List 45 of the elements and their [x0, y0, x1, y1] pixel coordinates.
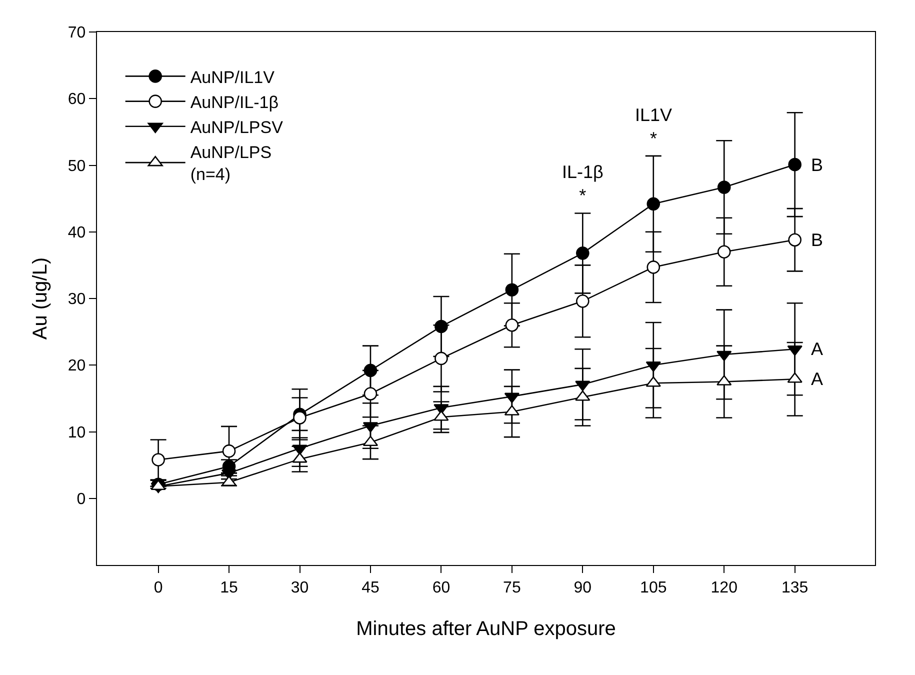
point	[717, 180, 731, 194]
point	[646, 197, 660, 211]
point	[152, 453, 165, 466]
x-tick-label: 0	[154, 579, 163, 596]
annotation: B	[811, 230, 824, 250]
y-tick-label: 60	[68, 91, 86, 108]
x-axis-title: Minutes after AuNP exposure	[356, 618, 616, 640]
legend-label: AuNP/IL-1β	[190, 92, 279, 112]
x-tick-label: 30	[290, 579, 309, 596]
annotation: A	[811, 339, 824, 359]
point	[646, 260, 660, 274]
x-tick-label: 105	[640, 579, 667, 596]
x-tick-label: 75	[503, 579, 521, 596]
point	[505, 283, 519, 296]
point	[293, 411, 306, 424]
point	[434, 352, 448, 366]
y-tick-label: 10	[68, 424, 86, 442]
y-tick-label: 0	[76, 490, 86, 508]
x-tick-label: 60	[432, 579, 450, 596]
annotation: B	[811, 155, 824, 175]
point	[222, 444, 236, 458]
annotation: IL1V *	[635, 105, 672, 148]
point	[364, 387, 378, 400]
point	[576, 294, 590, 308]
annotation: IL-1β *	[562, 162, 604, 206]
x-tick-label: 15	[220, 579, 238, 596]
point	[717, 245, 731, 259]
legend-label: AuNP/LPS (n=4)	[190, 143, 272, 184]
point	[576, 246, 590, 260]
point	[788, 158, 802, 172]
point	[788, 233, 802, 247]
legend-label: AuNP/IL1V	[190, 68, 276, 87]
y-tick-label: 40	[68, 224, 86, 242]
point	[505, 318, 519, 332]
x-tick-label: 90	[574, 579, 592, 596]
x-tick-label: 135	[781, 579, 808, 596]
y-tick-label: 50	[68, 158, 86, 175]
x-tick-label: 120	[710, 579, 738, 596]
y-tick-label: 30	[68, 291, 86, 308]
x-tick-label: 45	[362, 579, 380, 596]
y-tick-label: 70	[68, 24, 86, 42]
y-axis-title: Au (ug/L)	[29, 257, 52, 340]
y-tick-label: 20	[68, 358, 86, 375]
legend-label: AuNP/LPSV	[190, 118, 284, 138]
annotation: A	[811, 369, 824, 389]
